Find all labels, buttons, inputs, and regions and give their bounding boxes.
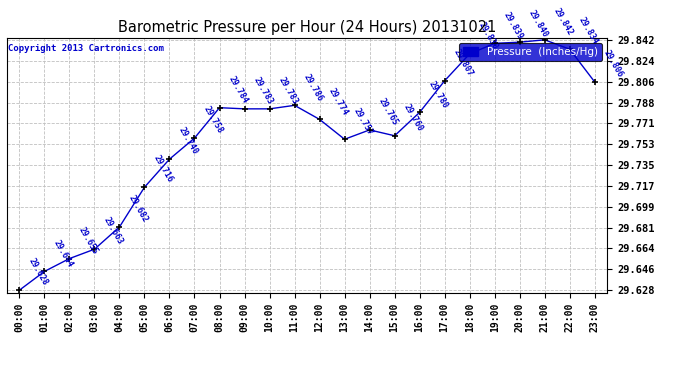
- Text: 29.758: 29.758: [201, 105, 224, 135]
- Text: 29.834: 29.834: [577, 16, 600, 46]
- Text: 29.628: 29.628: [26, 257, 49, 287]
- Text: 29.786: 29.786: [302, 72, 324, 103]
- Text: 29.783: 29.783: [251, 76, 274, 106]
- Text: 29.840: 29.840: [526, 9, 549, 39]
- Text: 29.784: 29.784: [226, 74, 249, 105]
- Text: 29.780: 29.780: [426, 79, 449, 110]
- Text: 29.806: 29.806: [602, 49, 624, 79]
- Text: 29.655: 29.655: [77, 225, 99, 256]
- Text: 29.830: 29.830: [477, 21, 500, 51]
- Text: 29.842: 29.842: [551, 7, 574, 37]
- Text: 29.807: 29.807: [451, 48, 474, 78]
- Text: 29.774: 29.774: [326, 86, 349, 117]
- Text: 29.740: 29.740: [177, 126, 199, 156]
- Legend: Pressure  (Inches/Hg): Pressure (Inches/Hg): [459, 43, 602, 61]
- Text: 29.682: 29.682: [126, 194, 149, 224]
- Text: 29.757: 29.757: [351, 106, 374, 136]
- Text: 29.783: 29.783: [277, 76, 299, 106]
- Text: 29.760: 29.760: [402, 102, 424, 133]
- Title: Barometric Pressure per Hour (24 Hours) 20131021: Barometric Pressure per Hour (24 Hours) …: [118, 20, 496, 35]
- Text: 29.765: 29.765: [377, 97, 400, 127]
- Text: Copyright 2013 Cartronics.com: Copyright 2013 Cartronics.com: [8, 44, 164, 53]
- Text: 29.644: 29.644: [51, 238, 74, 268]
- Text: 29.716: 29.716: [151, 154, 174, 184]
- Text: 29.663: 29.663: [101, 216, 124, 246]
- Text: 29.839: 29.839: [502, 10, 524, 40]
